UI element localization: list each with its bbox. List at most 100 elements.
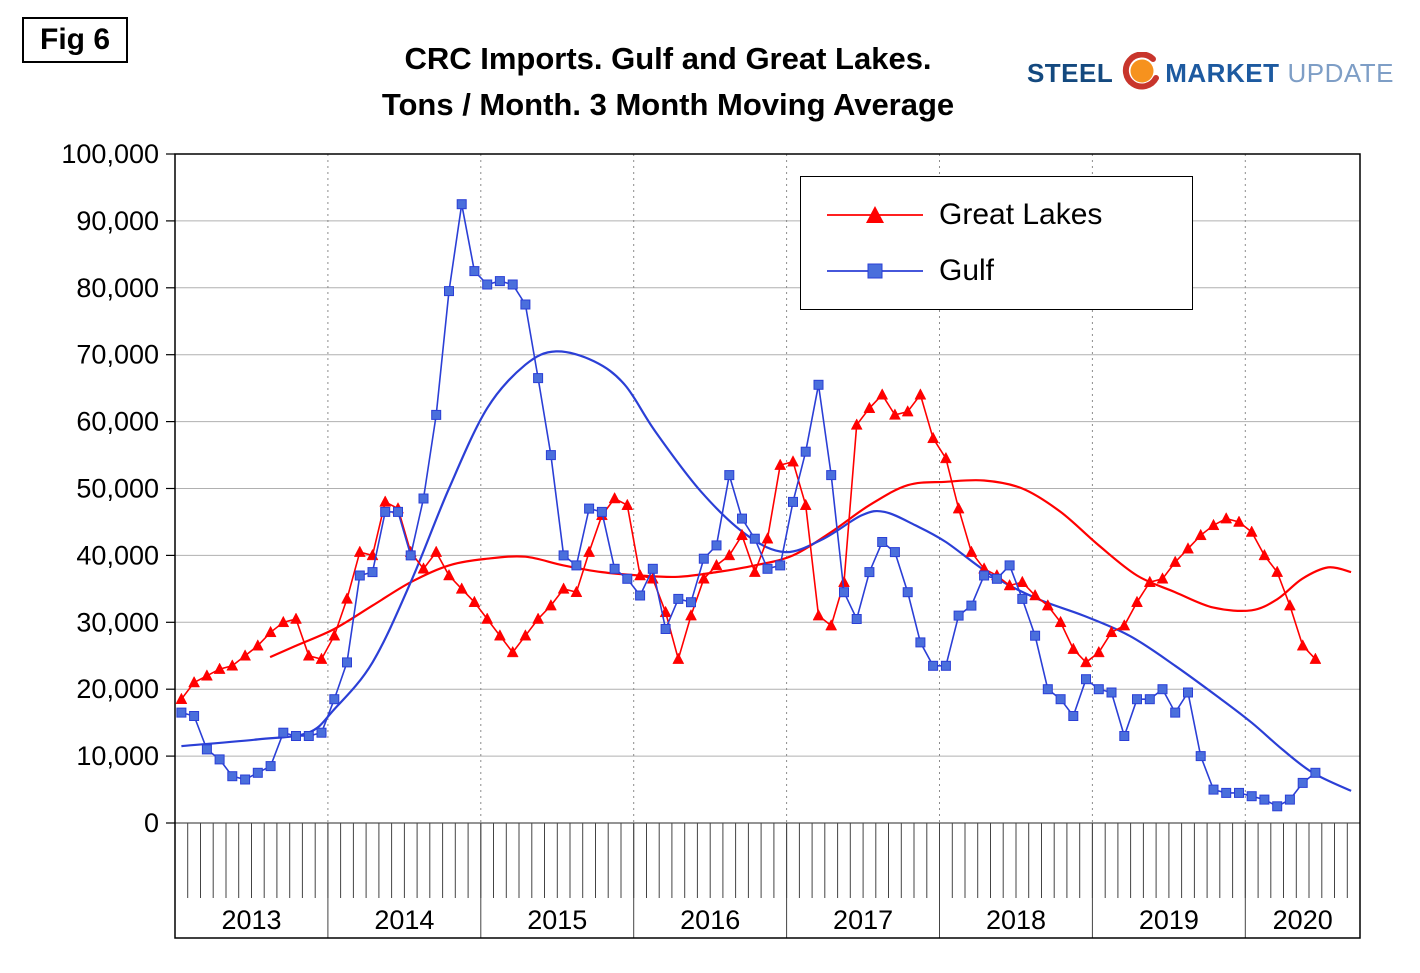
x-year-label: 2016 [680,905,740,935]
great-lakes-data-point [723,548,736,561]
great-lakes-data-point [188,675,201,688]
gulf-data-point [316,727,327,738]
series-great-lakes [175,388,1322,704]
gulf-data-point [1119,731,1130,741]
great-lakes-data-point [901,405,914,417]
y-tick-label: 20,000 [76,674,159,704]
great-lakes-data-point [1143,575,1156,587]
gulf-data-point [201,744,212,755]
gulf-data-point [354,570,365,581]
great-lakes-data-point [481,612,494,624]
steel-market-update-logo: STEEL MARKET UPDATE [1027,52,1394,94]
logo-steel-text: STEEL [1026,57,1114,88]
great-lakes-data-point [1296,639,1309,651]
gulf-data-point [265,761,276,772]
gulf-data-point [851,614,862,624]
great-lakes-data-point [736,528,748,541]
series-gulf [176,199,1321,812]
great-lakes-data-point [685,609,697,621]
gulf-data-point [1081,674,1091,685]
great-lakes-data-point [863,401,876,413]
gulf-data-point [227,771,238,782]
gulf-data-point [1017,593,1028,604]
gulf-data-point [342,657,352,668]
x-year-label: 2018 [986,905,1046,935]
gulf-data-point [1272,801,1283,812]
gulf-data-point [494,276,505,287]
logo-market-text: MARKET [1165,57,1280,88]
great-lakes-data-point [1016,575,1029,587]
gulf-data-point [431,409,442,420]
gulf-data-point [252,767,263,778]
gulf-data-point [1284,794,1295,805]
great-lakes-data-point [175,692,188,704]
great-lakes-data-point [1169,555,1182,567]
great-lakes-data-point [239,649,252,661]
gulf-data-point [533,373,544,384]
great-lakes-data-point [328,629,341,641]
gulf-data-point [507,279,518,290]
great-lakes-data-point [1194,528,1207,541]
chart-legend: Great Lakes Gulf [800,176,1193,310]
great-lakes-data-point [1245,525,1258,537]
great-lakes-data-point [251,639,264,651]
gulf-data-point [278,727,289,738]
great-lakes-data-point [1067,642,1080,654]
gulf-data-point [456,199,467,210]
figure-number-label: Fig 6 [22,17,129,63]
gulf-data-point [1055,694,1066,705]
chart-title-line1: CRC Imports. Gulf and Great Lakes. [404,41,932,76]
gulf-data-point [1208,784,1219,795]
gulf-data-point [800,446,811,457]
great-lakes-data-point [927,431,940,444]
gulf-data-point [1234,787,1244,798]
gulf-data-point [1106,687,1117,698]
great-lakes-data-point [226,659,239,671]
gulf-data-point [635,590,646,601]
gulf-data-point [826,470,837,481]
x-year-label: 2017 [833,905,893,935]
gulf-data-point [737,513,747,524]
gulf-data-point [609,563,620,574]
gulf-data-point [1183,687,1193,698]
great-lakes-data-point [748,565,761,577]
great-lakes-data-point [443,568,455,581]
great-lakes-data-point [697,572,710,584]
gulf-data-point [1310,767,1321,778]
gulf-data-point [940,660,951,671]
gulf-data-point [1042,684,1053,695]
gulf-data-point [762,563,773,574]
great-lakes-data-point [570,585,583,597]
gulf-data-point [240,774,251,785]
great-lakes-data-point [430,545,443,557]
y-tick-label: 50,000 [76,474,159,504]
gulf-data-point [571,560,582,571]
gulf-data-point [1195,751,1206,762]
gulf-data-point [749,533,760,544]
gulf-data-point [1004,560,1015,571]
gulf-data-point [469,266,480,277]
great-lakes-data-point [1003,578,1016,591]
gulf-data-point [329,694,340,705]
great-lakes-data-point [1207,518,1220,531]
y-tick-label: 100,000 [61,139,159,169]
gulf-data-point [584,503,595,514]
gulf-data-point [864,567,875,578]
x-year-label: 2020 [1273,905,1333,935]
gulf-data-point [902,587,913,598]
great-lakes-data-point [468,595,481,607]
great-lakes-data-point [290,612,302,624]
gulf-data-point [1170,707,1181,718]
gulf-data-point [1246,791,1257,802]
great-lakes-data-point [544,599,557,611]
gulf-data-point [444,286,454,297]
y-tick-label: 90,000 [76,206,159,236]
legend-label-gulf: Gulf [939,253,995,287]
great-lakes-data-point [1080,655,1092,668]
great-lakes-data-point [1271,565,1284,577]
gulf-data-point [915,637,926,648]
great-lakes-data-point [914,388,927,400]
great-lakes-data-point [634,568,647,581]
great-lakes-data-point [583,545,596,557]
great-lakes-data-point [277,615,290,628]
